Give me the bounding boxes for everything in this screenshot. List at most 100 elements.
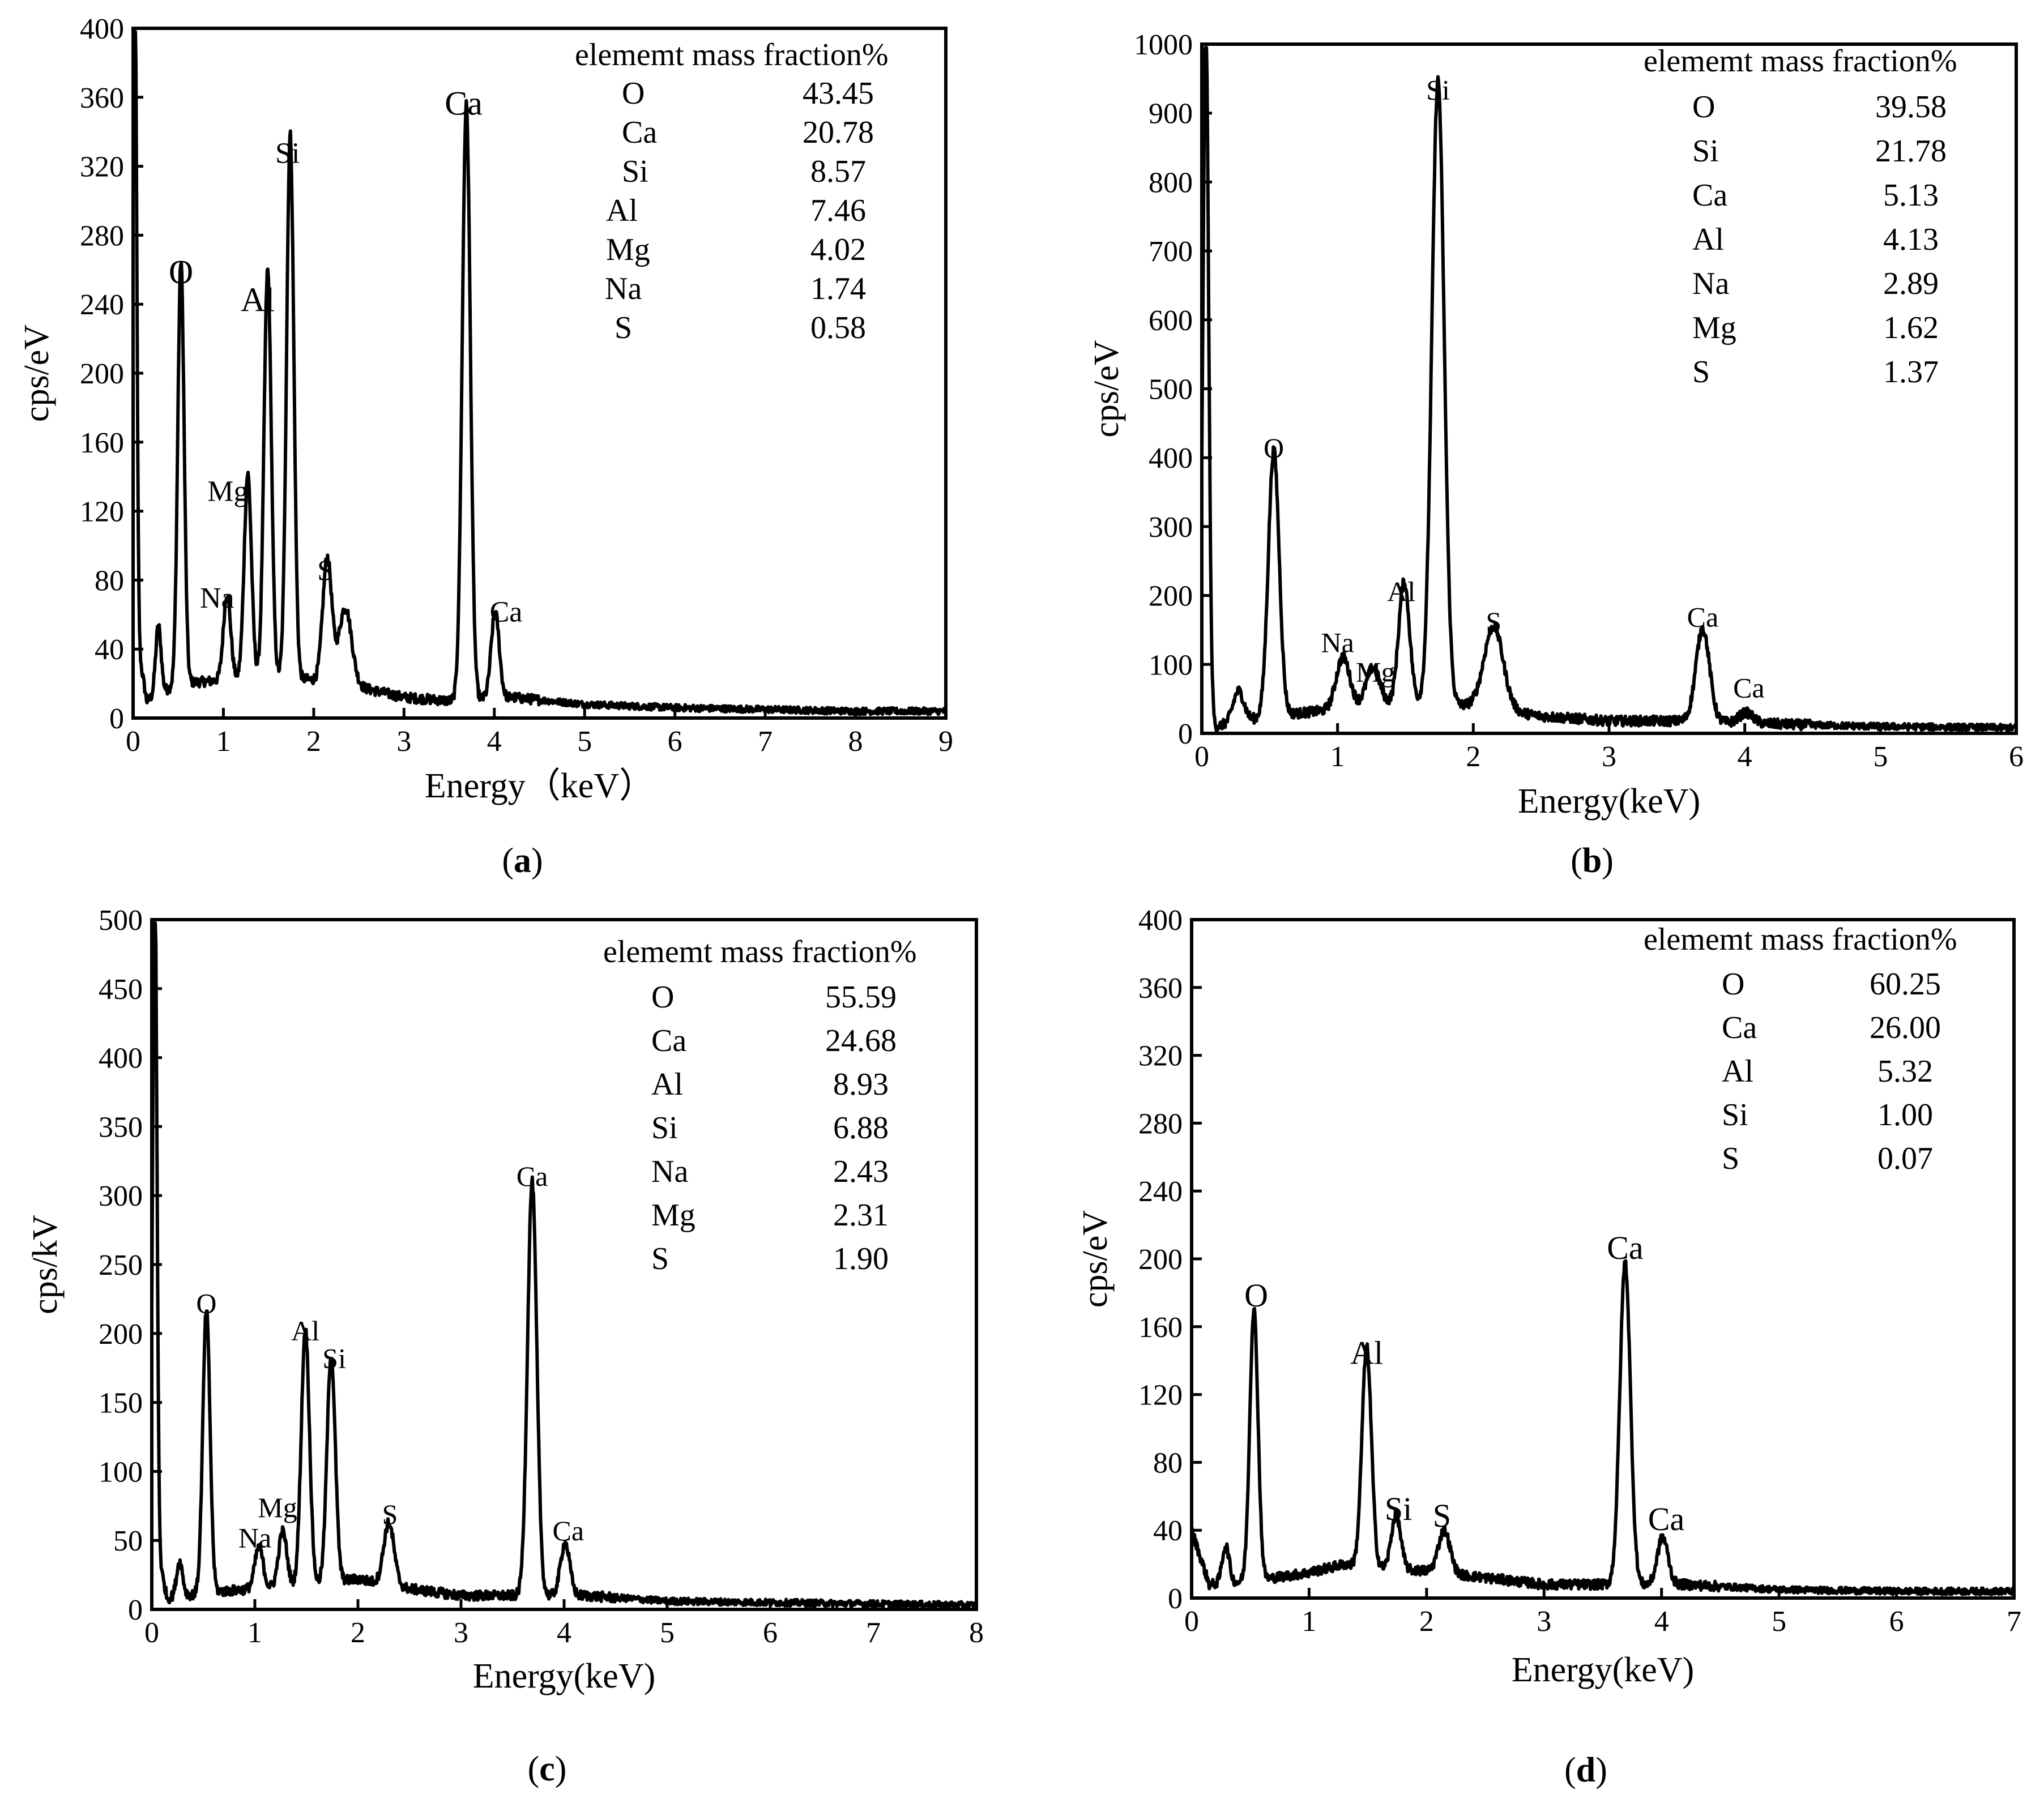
x-tick-label: 4	[487, 725, 502, 758]
y-tick-label: 320	[1138, 1040, 1183, 1073]
x-tick-label: 0	[1184, 1605, 1199, 1638]
peak-label: Ca	[1648, 1501, 1684, 1537]
y-tick-label: 120	[80, 496, 124, 528]
y-tick-label: 100	[1149, 649, 1193, 681]
y-tick-label: 280	[1138, 1108, 1183, 1140]
table-value: 55.59	[825, 980, 897, 1015]
peak-label: Ca	[445, 84, 483, 122]
table-header: elememt mass fraction%	[575, 37, 889, 72]
table-value: 4.02	[810, 232, 866, 267]
y-axis-label: cps/eV	[1076, 1210, 1115, 1308]
x-tick-label: 8	[848, 725, 863, 758]
peak-label: Ca	[1733, 672, 1765, 704]
table-value: 0.07	[1877, 1141, 1933, 1176]
panel-label: (b)	[1571, 842, 1614, 880]
table-value: 5.32	[1877, 1054, 1933, 1089]
x-tick-label: 6	[2009, 741, 2024, 773]
table-value: 2.31	[833, 1198, 889, 1233]
x-tick-label: 1	[1330, 741, 1345, 773]
y-tick-label: 350	[99, 1111, 143, 1143]
table-element: Al	[651, 1067, 683, 1102]
table-element: Mg	[606, 232, 650, 267]
y-tick-label: 50	[113, 1525, 143, 1557]
table-element: Na	[605, 271, 642, 306]
y-tick-label: 40	[1153, 1515, 1183, 1547]
panel-label: (c)	[528, 1750, 567, 1788]
table-element: O	[622, 76, 645, 111]
panel-label: (d)	[1564, 1751, 1607, 1789]
table-value: 1.90	[833, 1241, 889, 1276]
x-tick-label: 4	[557, 1617, 571, 1649]
table-header: elememt mass fraction%	[1644, 922, 1957, 957]
x-axis-label: Energy(keV)	[1518, 782, 1701, 821]
y-tick-label: 120	[1138, 1379, 1183, 1412]
y-tick-label: 300	[1149, 511, 1193, 544]
x-tick-label: 3	[454, 1617, 468, 1649]
table-value: 1.62	[1883, 310, 1939, 345]
y-tick-label: 200	[80, 358, 124, 390]
y-tick-label: 240	[1138, 1176, 1183, 1208]
table-element: Mg	[1692, 310, 1736, 345]
table-element: O	[651, 980, 674, 1015]
x-tick-label: 0	[144, 1617, 159, 1649]
x-tick-label: 4	[1654, 1605, 1669, 1638]
y-tick-label: 0	[128, 1594, 143, 1626]
y-tick-label: 360	[1138, 972, 1183, 1005]
x-tick-label: 7	[758, 725, 773, 758]
y-tick-label: 400	[80, 13, 124, 45]
y-tick-label: 200	[1138, 1244, 1183, 1276]
peak-label: Na	[200, 582, 234, 614]
peak-label: Si	[275, 138, 300, 170]
peak-label: Ca	[1607, 1229, 1643, 1266]
x-tick-label: 2	[1419, 1605, 1434, 1638]
table-element: Na	[651, 1154, 688, 1189]
x-tick-label: 9	[938, 725, 953, 758]
table-value: 60.25	[1870, 967, 1941, 1002]
peak-label: Al	[291, 1315, 319, 1347]
x-tick-label: 0	[1194, 741, 1209, 773]
y-tick-label: 400	[1149, 442, 1193, 475]
table-element: Ca	[622, 115, 657, 150]
y-tick-label: 80	[1153, 1447, 1183, 1479]
y-tick-label: 300	[99, 1180, 143, 1212]
y-tick-label: 360	[80, 82, 124, 114]
peak-label: S	[317, 554, 334, 587]
table-value: 8.93	[833, 1067, 889, 1102]
table-element: S	[651, 1241, 669, 1276]
table-element: Ca	[651, 1023, 686, 1058]
peak-label: Na	[1321, 626, 1354, 658]
chart-panel-a: 0 1 2 3 4 5 6 7 8 9 0 40 80 120 160 200 240 280 320 360 400 E…	[18, 13, 953, 880]
x-tick-label: 4	[1738, 741, 1752, 773]
table-value: 6.88	[833, 1110, 889, 1146]
peak-label: O	[196, 1287, 216, 1319]
peak-label: Si	[1426, 74, 1450, 105]
y-tick-label: 160	[1138, 1312, 1183, 1344]
table-element: S	[615, 310, 632, 345]
table-element: O	[1722, 967, 1744, 1002]
y-tick-label: 0	[1178, 718, 1193, 750]
table-element: Al	[606, 193, 638, 228]
x-tick-label: 8	[969, 1617, 984, 1649]
table-element: Si	[622, 154, 648, 189]
x-tick-label: 1	[1301, 1605, 1316, 1638]
y-tick-label: 250	[99, 1249, 143, 1282]
x-tick-label: 2	[306, 725, 321, 758]
table-value: 1.00	[1877, 1097, 1933, 1133]
y-tick-label: 900	[1149, 98, 1193, 130]
table-header: elememt mass fraction%	[603, 934, 917, 969]
peak-label: Ca	[1687, 601, 1719, 633]
x-tick-label: 7	[2007, 1605, 2021, 1638]
y-tick-label: 100	[99, 1456, 143, 1488]
table-value: 8.57	[810, 154, 866, 189]
x-tick-label: 7	[866, 1617, 881, 1649]
table-value: 4.13	[1883, 222, 1939, 257]
peak-label: Al	[1350, 1335, 1383, 1372]
table-value: 21.78	[1875, 134, 1947, 169]
table-value: 39.58	[1875, 89, 1947, 125]
y-axis-label: cps/eV	[18, 324, 56, 422]
y-tick-label: 0	[1168, 1583, 1183, 1615]
x-tick-label: 5	[577, 725, 592, 758]
x-axis-label: Energy(keV)	[1512, 1651, 1695, 1689]
table-element: Al	[1722, 1054, 1753, 1089]
y-axis-label: cps/kV	[26, 1215, 65, 1314]
